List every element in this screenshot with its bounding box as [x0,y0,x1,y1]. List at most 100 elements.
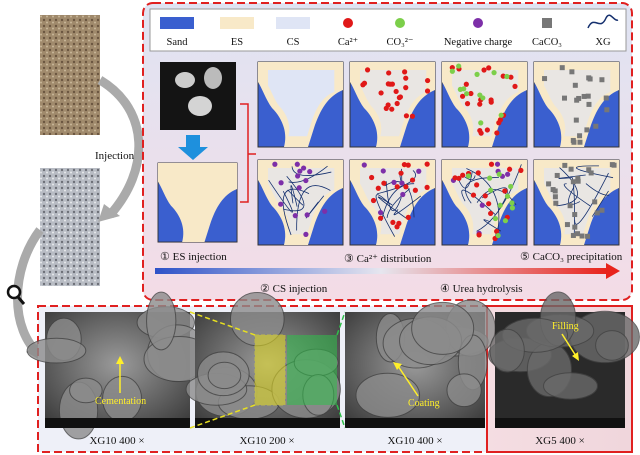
xg-chain [568,186,581,205]
xg-chain [563,183,591,207]
caco3 [579,233,585,239]
ca-ion [508,74,514,80]
caco3 [594,210,600,216]
negative-charge [399,180,405,186]
panel-es [157,162,238,243]
caco3 [586,167,592,173]
panel [257,61,344,148]
ca-ion [497,117,504,123]
xg-chain [305,195,325,219]
ca-ion [409,113,416,119]
scale-bar [345,418,485,428]
caco3 [574,97,580,103]
step-label: ④ Urea hydrolysis [440,283,523,295]
ca-ion [476,232,482,238]
pointer-head [393,362,402,370]
ca-ion [488,161,495,167]
legend-label: ES [231,37,243,48]
legend-label: Sand [167,37,189,48]
ca-ion [424,77,431,84]
caco3 [573,117,579,123]
caco3 [584,127,590,133]
ca-ion [387,81,393,87]
particle [204,67,222,89]
ca-ion [463,81,469,87]
xg-chain [558,174,586,179]
ca-ion [409,177,416,183]
ca-ion [364,67,371,73]
co3-ion [488,187,494,193]
ca-ion [452,175,458,181]
xg-chain [381,183,415,222]
pointer-head [116,356,124,364]
sem-inset [160,62,236,130]
co3-ion [477,92,483,98]
caco3 [575,178,581,184]
caption: XG10 200 × [239,435,294,447]
caco3 [546,181,552,187]
caco3 [575,231,581,237]
xg-chain [464,175,476,181]
ca-ion [487,210,494,217]
xg-chain [476,164,522,232]
ca-ion [397,94,404,100]
negative-charge [361,162,367,168]
co3-ion [474,71,480,77]
zoom-line [336,311,346,336]
ca-ion [518,167,524,173]
co3-ion [492,215,499,222]
progress-arrow [155,268,607,274]
co3-ion [456,63,462,69]
ca-ion [456,175,462,181]
grain [26,337,87,364]
xg-chain [585,183,610,196]
ca-ion [398,170,404,176]
caco3 [581,93,587,99]
ca-ion [394,100,400,107]
ca-ion [424,184,430,190]
caco3 [604,107,610,113]
panel [349,61,436,148]
negative-charge [479,202,485,208]
ca-ion [424,88,431,94]
negative-charge [391,179,397,185]
grain [411,301,475,355]
negative-charge [297,168,303,174]
negative-charge [278,180,284,186]
ca-ion [361,80,368,86]
ca-ion [378,90,384,96]
negative-charge [278,201,284,207]
xg-chain [283,176,305,212]
caption: XG10 400 × [387,435,442,447]
co3-ion [487,175,493,181]
negative-charge [296,185,302,191]
highlight-yellow [254,334,286,406]
co3-ion [464,91,470,97]
ca-ion [468,90,474,97]
xg-chain [574,172,609,225]
step-label: ⑤ CaCO₃ precipitation [520,251,623,263]
caco3 [572,212,578,218]
sand-column [40,15,100,135]
ca-ion [405,162,411,168]
legend-label: Ca²⁺ [338,37,359,48]
caco3 [542,76,548,82]
negative-charge [380,168,386,174]
legend-label: CO₃²⁻ [387,37,414,48]
ca-ion [449,65,455,71]
zoom-line [189,404,256,429]
ca-ion [484,127,490,133]
negative-charge [272,161,278,167]
sem-image [345,299,496,428]
arrow-head [606,263,620,279]
ca-ion [381,180,387,186]
ca-ion [403,184,409,190]
grain [146,291,177,351]
caco3 [569,69,575,75]
caco3 [559,65,565,71]
co3-ion [497,202,503,208]
ca-ion [370,197,377,204]
xg-chain [393,195,422,216]
ca-ion [486,65,492,71]
xg-chain [481,187,508,211]
